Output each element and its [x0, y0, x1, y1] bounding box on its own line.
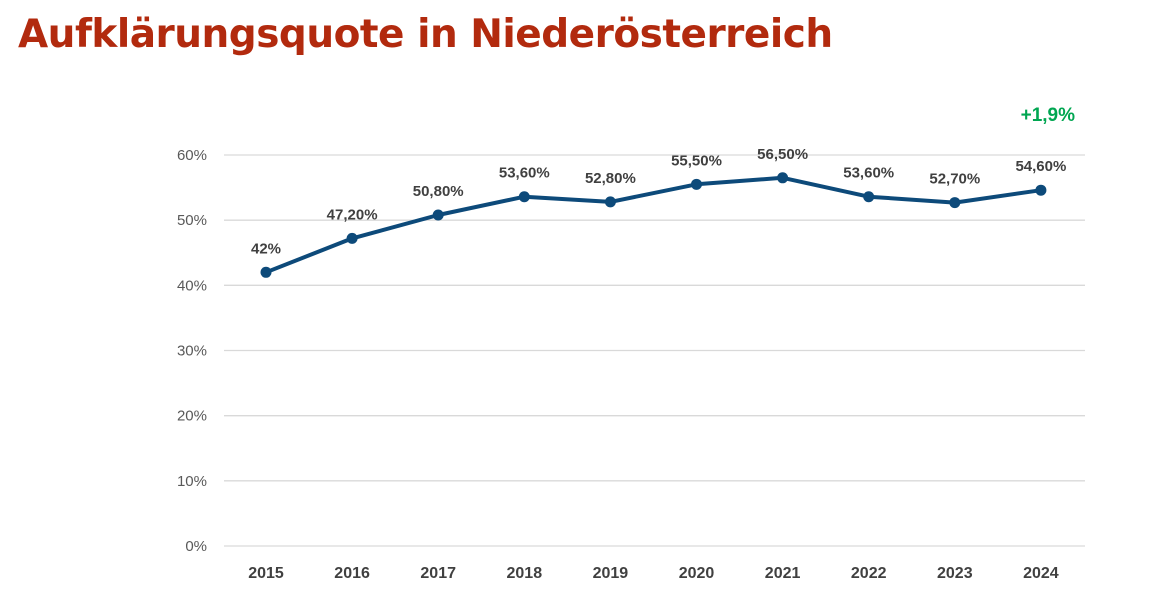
- data-label: 54,60%: [1015, 158, 1066, 175]
- change-annotation: +1,9%: [1021, 105, 1076, 126]
- x-axis-tick-labels: 2015 2016 2017 2018 2019 2020 2021 2022 2023 2024: [248, 565, 1059, 582]
- data-label: 53,60%: [843, 165, 894, 182]
- data-point: [604, 196, 616, 208]
- y-tick-label: 20%: [177, 408, 207, 425]
- page-title: Aufklärungsquote in Niederösterreich: [18, 12, 833, 57]
- data-point: [863, 191, 875, 203]
- y-tick-label: 10%: [177, 473, 207, 490]
- x-tick-label: 2016: [334, 565, 370, 582]
- y-axis-tick-labels: 0% 10% 20% 30% 40% 50% 60%: [177, 147, 207, 555]
- data-point: [777, 172, 789, 184]
- data-label: 56,50%: [757, 146, 808, 163]
- data-point: [346, 232, 358, 244]
- x-tick-label: 2022: [851, 565, 887, 582]
- x-tick-label: 2017: [420, 565, 456, 582]
- x-tick-label: 2015: [248, 565, 284, 582]
- data-point: [949, 197, 961, 209]
- data-label: 47,20%: [327, 206, 378, 223]
- y-tick-label: 30%: [177, 343, 207, 360]
- y-tick-label: 50%: [177, 212, 207, 229]
- data-label: 42%: [251, 240, 281, 257]
- grid-lines: [224, 154, 1085, 547]
- data-point: [518, 191, 530, 203]
- x-tick-label: 2018: [507, 565, 543, 582]
- data-label: 55,50%: [671, 152, 722, 169]
- x-tick-label: 2021: [765, 565, 801, 582]
- y-tick-label: 60%: [177, 147, 207, 164]
- x-tick-label: 2023: [937, 565, 973, 582]
- x-tick-label: 2024: [1023, 565, 1059, 582]
- series-aufklaerungsquote: [260, 172, 1047, 278]
- data-label: 52,80%: [585, 170, 636, 187]
- data-labels: 42% 47,20% 50,80% 53,60% 52,80% 55,50% 56,50% 5…: [251, 146, 1066, 257]
- data-point: [432, 209, 444, 221]
- x-tick-label: 2020: [679, 565, 715, 582]
- series-line: [264, 175, 1043, 275]
- data-label: 52,70%: [929, 171, 980, 188]
- x-tick-label: 2019: [593, 565, 629, 582]
- data-point: [691, 178, 702, 190]
- data-point: [1035, 184, 1047, 196]
- y-tick-label: 0%: [185, 538, 207, 555]
- data-label: 50,80%: [413, 183, 464, 200]
- data-point: [260, 266, 272, 278]
- data-label: 53,60%: [499, 165, 550, 182]
- y-tick-label: 40%: [177, 277, 207, 294]
